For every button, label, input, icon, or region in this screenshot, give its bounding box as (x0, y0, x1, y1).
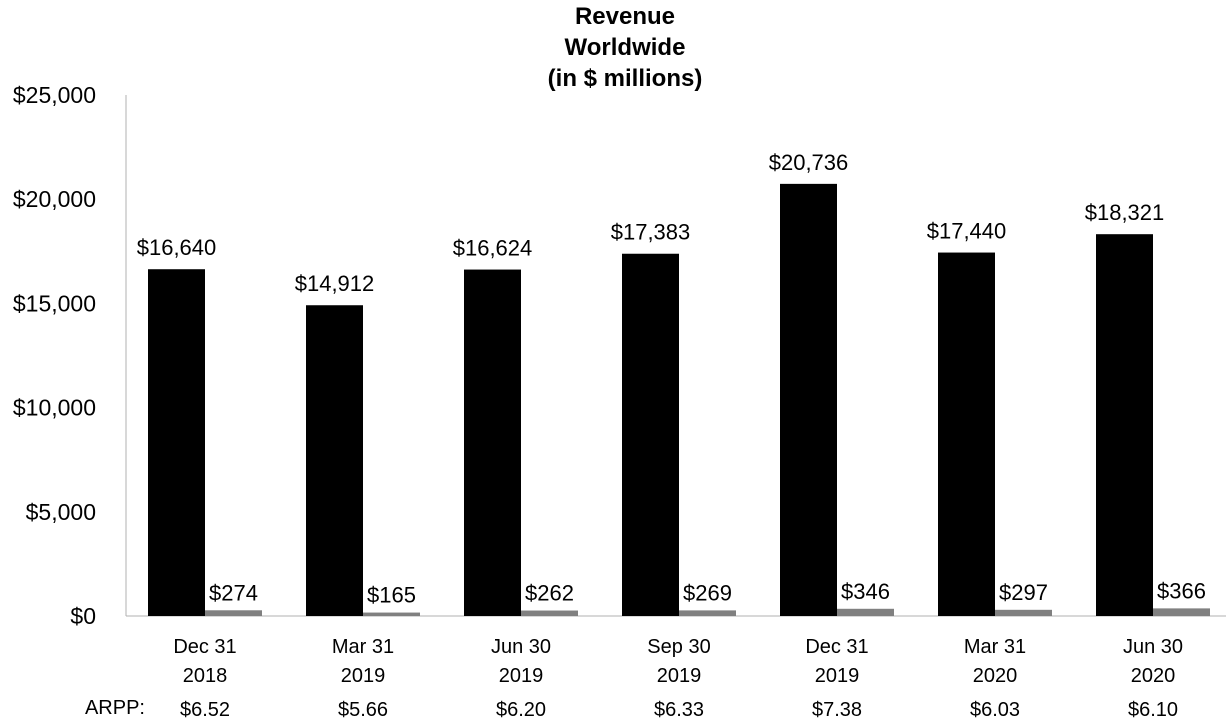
x-axis-ticks: Dec 31 2018 Mar 31 2019 Jun 30 2019 Sep 30 2019… (173, 636, 1183, 687)
x-tick-label: Sep 30 (647, 636, 710, 658)
bar-revenue-label: $17,383 (611, 220, 691, 245)
chart-title-line: Worldwide (565, 34, 686, 61)
bar-revenue (148, 269, 205, 616)
bar-revenue (464, 269, 521, 616)
chart-title-line: (in $ millions) (548, 65, 703, 92)
x-tick-label: Jun 30 (1123, 636, 1183, 658)
arpp-value: $6.20 (496, 699, 546, 720)
bar-revenue-label: $16,640 (137, 235, 217, 260)
chart-title-line: Revenue (575, 3, 675, 30)
arpp-label: ARPP: (85, 697, 145, 719)
x-tick-label: 2019 (815, 665, 860, 687)
y-axis-ticks: $0 $5,000 $10,000 $15,000 $20,000 $25,000 (13, 82, 96, 629)
bar-secondary-label: $165 (367, 583, 416, 608)
bar-secondary (1153, 608, 1210, 616)
arpp-value: $7.38 (812, 699, 862, 720)
y-tick-label: $5,000 (26, 499, 96, 525)
arpp-value: $6.33 (654, 699, 704, 720)
bar-revenue-label: $18,321 (1085, 200, 1165, 225)
bar-revenue-label: $20,736 (769, 150, 849, 175)
bar-secondary-label: $269 (683, 580, 732, 605)
x-tick-label: Jun 30 (491, 636, 551, 658)
chart-title: Revenue Worldwide (in $ millions) (548, 3, 703, 92)
bar-revenue-label: $14,912 (295, 271, 375, 296)
bar-secondary (205, 610, 262, 616)
bar-revenue (780, 183, 837, 616)
x-tick-label: 2020 (1131, 665, 1176, 687)
bar-revenue-label: $17,440 (927, 219, 1007, 244)
y-tick-label: $0 (70, 603, 96, 629)
x-tick-label: Dec 31 (805, 636, 868, 658)
bar-secondary-label: $262 (525, 581, 574, 606)
y-tick-label: $20,000 (13, 186, 96, 212)
bar-secondary-label: $366 (1157, 578, 1206, 603)
data-labels: $16,640 $274 $14,912 $165 $16,624 $262 $17,383… (137, 150, 1206, 608)
bar-secondary (995, 609, 1052, 616)
bar-secondary-label: $346 (841, 579, 890, 604)
bar-secondary (363, 612, 420, 616)
bar-secondary (837, 608, 894, 616)
arpp-value: $5.66 (338, 699, 388, 720)
x-tick-label: 2020 (973, 665, 1018, 687)
bar-secondary-label: $297 (999, 580, 1048, 605)
x-tick-label: 2019 (499, 665, 544, 687)
bar-revenue-label: $16,624 (453, 236, 533, 261)
bars (148, 183, 1210, 616)
x-tick-label: Mar 31 (964, 636, 1026, 658)
x-tick-label: 2019 (341, 665, 386, 687)
arpp-value: $6.52 (180, 699, 230, 720)
x-tick-label: 2018 (183, 665, 228, 687)
y-tick-label: $10,000 (13, 395, 96, 421)
bar-revenue (1096, 234, 1153, 616)
y-tick-label: $15,000 (13, 290, 96, 316)
bar-secondary-label: $274 (209, 580, 258, 605)
arpp-value: $6.10 (1128, 699, 1178, 720)
bar-revenue (306, 305, 363, 616)
x-tick-label: 2019 (657, 665, 702, 687)
bar-secondary (521, 610, 578, 616)
bar-secondary (679, 610, 736, 616)
x-tick-label: Mar 31 (332, 636, 394, 658)
x-tick-label: Dec 31 (173, 636, 236, 658)
bar-revenue (938, 252, 995, 616)
arpp-row: ARPP: $6.52 $5.66 $6.20 $6.33 $7.38 $6.03 $6.10 (85, 697, 1178, 720)
y-tick-label: $25,000 (13, 82, 96, 108)
bar-revenue (622, 253, 679, 616)
arpp-value: $6.03 (970, 699, 1020, 720)
